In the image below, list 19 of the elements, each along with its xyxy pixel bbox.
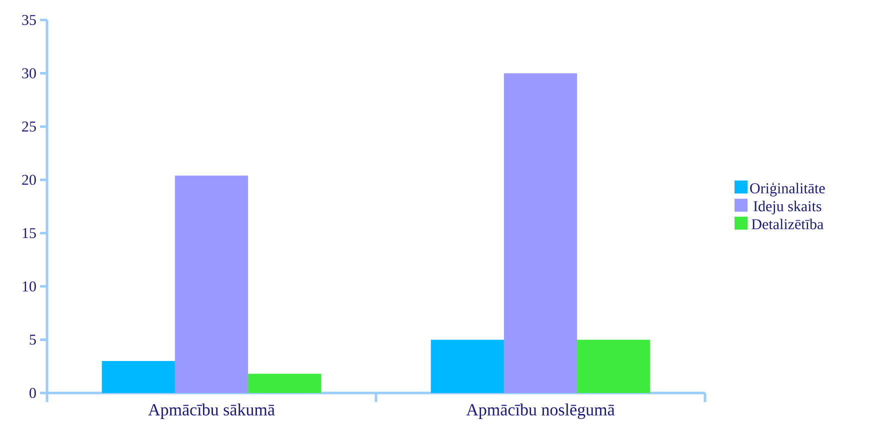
bar (504, 73, 578, 393)
y-tick-label: 20 (22, 174, 36, 185)
bar (174, 176, 248, 393)
y-tick-label: 5 (30, 334, 36, 345)
y-tick-label: 30 (22, 68, 36, 78)
x-tick-label: Apmācību sākumā (148, 404, 275, 419)
bar (248, 374, 322, 393)
legend-label: Detalizētība (752, 218, 824, 230)
x-tick-label: Apmācību noslēgumā (466, 404, 615, 419)
y-tick-label: 25 (22, 122, 36, 132)
y-tick-label: 15 (22, 228, 36, 238)
legend-label: Ideju skaits (754, 200, 822, 214)
bar (102, 361, 175, 393)
bar (430, 340, 504, 393)
y-tick-label: 10 (22, 281, 36, 292)
bar (577, 340, 650, 393)
legend-label: Oriģinalitāte (750, 182, 825, 196)
y-tick-label: 0 (30, 388, 36, 398)
y-tick-label: 35 (22, 14, 36, 26)
